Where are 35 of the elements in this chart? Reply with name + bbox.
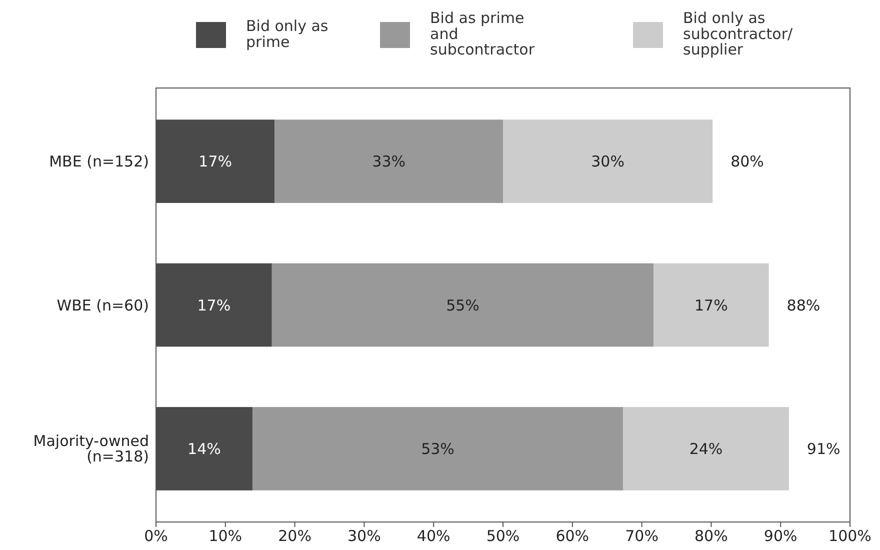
data-label: 30% xyxy=(591,152,624,171)
data-label: 17% xyxy=(197,296,231,314)
legend-label: Bid only as subcontractor/ supplier xyxy=(683,9,794,58)
y-tick-label: MBE (n=152) xyxy=(49,152,149,171)
data-label: 17% xyxy=(198,152,232,171)
legend-label: Bid only as prime xyxy=(246,17,328,51)
data-label: 17% xyxy=(694,296,728,314)
x-tick-label: 0% xyxy=(144,527,168,545)
bar xyxy=(252,407,624,490)
x-tick-label: 20% xyxy=(278,527,312,545)
x-tick-label: 100% xyxy=(828,527,872,545)
bar xyxy=(623,407,789,490)
total-label: 88% xyxy=(786,296,820,314)
x-tick-label: 60% xyxy=(556,527,590,545)
x-tick-label: 40% xyxy=(416,527,450,545)
x-tick-label: 70% xyxy=(625,527,658,545)
legend-label: Bid as prime and subcontractor xyxy=(430,9,536,58)
x-tick-label: 80% xyxy=(694,527,728,545)
x-tick-label: 90% xyxy=(764,527,798,545)
bar xyxy=(503,120,713,203)
x-tick-label: 50% xyxy=(486,527,520,545)
y-tick-label: Majority-owned (n=318) xyxy=(33,432,149,466)
total-label: 91% xyxy=(806,440,840,458)
total-label: 80% xyxy=(730,152,764,171)
bar xyxy=(274,120,503,203)
data-label: 14% xyxy=(188,440,221,458)
data-label: 53% xyxy=(421,440,454,458)
bar xyxy=(654,263,769,347)
x-tick-label: 30% xyxy=(348,527,381,545)
bar xyxy=(272,263,654,347)
data-label: 55% xyxy=(446,296,480,314)
data-label: 24% xyxy=(689,440,723,458)
x-tick-label: 10% xyxy=(208,527,242,545)
y-tick-label: WBE (n=60) xyxy=(56,296,149,314)
data-label: 33% xyxy=(372,152,406,171)
